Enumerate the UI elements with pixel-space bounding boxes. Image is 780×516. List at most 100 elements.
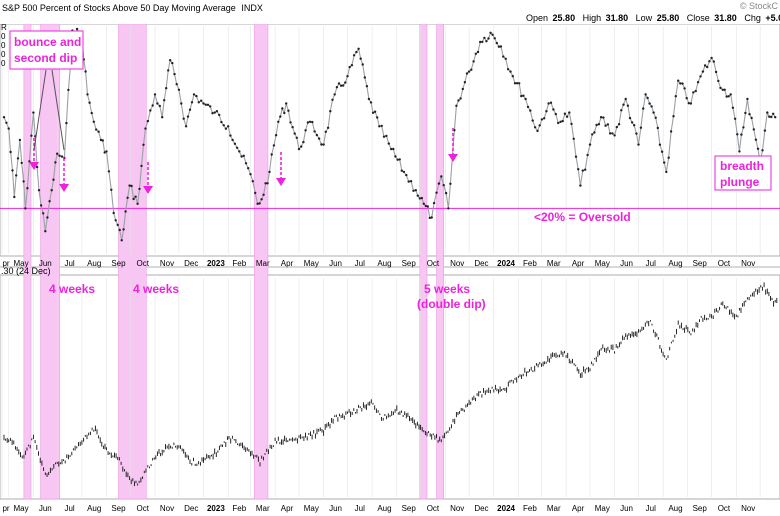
breadth-point — [136, 202, 139, 205]
breadth-point — [161, 116, 164, 119]
breadth-point — [120, 239, 123, 242]
weeks-note-3-line2: (double dip) — [417, 297, 486, 311]
breadth-point — [768, 115, 771, 118]
breadth-point — [128, 184, 131, 187]
breadth-point — [95, 128, 98, 131]
chg-value: +5.00 (+ — [765, 13, 780, 23]
x-tick-label: Oct — [427, 504, 440, 513]
breadth-point — [435, 191, 438, 194]
breadth-point — [504, 57, 507, 60]
breadth-point — [461, 87, 464, 91]
breadth-point — [422, 202, 425, 205]
x-tick-label: Feb — [232, 259, 246, 268]
breadth-point — [320, 143, 323, 146]
breadth-point — [584, 168, 587, 171]
breadth-point — [317, 137, 321, 140]
x-tick-label: Oct — [718, 259, 731, 268]
x-tick-label: Nov — [160, 259, 174, 268]
annotation-arrows — [29, 128, 458, 194]
breadth-point — [644, 93, 647, 96]
breadth-point — [84, 70, 87, 73]
breadth-point — [533, 126, 537, 129]
breadth-point — [455, 104, 458, 108]
breadth-point — [696, 81, 700, 84]
breadth-point — [390, 147, 393, 151]
breadth-point — [7, 127, 10, 130]
breadth-point — [549, 101, 553, 104]
breadth-point — [615, 125, 618, 129]
breadth-point — [736, 133, 739, 136]
breadth-point — [122, 228, 125, 231]
breadth-point — [173, 72, 176, 76]
x-tick-label: Jun — [329, 259, 342, 268]
breadth-point — [295, 136, 298, 139]
breadth-point — [650, 105, 653, 108]
breadth-point — [481, 40, 484, 44]
breadth-point — [672, 115, 675, 118]
breadth-point — [499, 45, 503, 48]
breadth-point — [738, 150, 741, 153]
breadth-point — [385, 134, 388, 138]
breadth-point — [520, 94, 523, 98]
breadth-point — [367, 97, 371, 101]
breadth-point — [663, 161, 666, 164]
breadth-point — [565, 115, 569, 118]
breadth-point — [97, 130, 100, 133]
breadth-point — [114, 219, 117, 222]
breadth-point — [56, 152, 59, 155]
weeks-note-3-line1: 5 weeks — [424, 282, 470, 296]
breadth-point — [394, 155, 397, 158]
x-tick-label: Feb — [523, 504, 537, 513]
axis-fragment: 0 — [1, 59, 6, 68]
breadth-point — [712, 60, 715, 63]
breadth-point — [126, 196, 129, 199]
breadth-point — [86, 93, 89, 96]
lower-panel-header: .30 (24 Dec) — [1, 266, 51, 276]
breadth-point — [346, 75, 349, 78]
breadth-point — [249, 173, 252, 176]
breadth-point — [326, 126, 330, 129]
breadth-point — [479, 40, 482, 44]
breadth-point — [447, 207, 450, 210]
x-tick-label: Apr — [281, 504, 294, 513]
bounce-callout-box — [9, 30, 84, 70]
breadth-point — [746, 97, 749, 101]
breadth-point — [304, 129, 307, 132]
breadth-point — [465, 72, 469, 75]
axis-fragment: R — [1, 23, 7, 32]
breadth-point — [287, 109, 290, 112]
breadth-point — [270, 153, 273, 156]
x-tick-label: Feb — [523, 259, 537, 268]
x-tick-label: Jul — [355, 259, 365, 268]
breadth-point — [635, 132, 638, 135]
breadth-point — [240, 155, 243, 158]
breadth-point — [302, 140, 305, 144]
breadth-point — [101, 139, 105, 142]
arrow-head — [448, 154, 458, 162]
x-tick-label: Mar — [256, 504, 270, 513]
x-tick-label: Jun — [620, 504, 633, 513]
breadth-point — [258, 202, 261, 205]
breadth-point — [770, 115, 773, 119]
breadth-point — [363, 76, 366, 79]
x-tick-label: Oct — [136, 504, 149, 513]
x-tick-label: Jul — [64, 259, 74, 268]
breadth-point — [146, 119, 150, 123]
breadth-point — [9, 150, 12, 154]
breadth-point — [37, 189, 41, 192]
x-tick-label: Jul — [64, 504, 74, 513]
x-tick-label: Aug — [87, 504, 101, 513]
breadth-point — [602, 116, 605, 119]
breadth-point — [522, 94, 525, 97]
breadth-point — [184, 125, 188, 128]
breadth-point — [190, 101, 194, 104]
breadth-point — [329, 110, 332, 113]
breadth-point — [277, 120, 280, 124]
breadth-point — [624, 97, 627, 101]
breadth-point — [572, 137, 575, 140]
x-tick-label: Nov — [160, 504, 174, 513]
breadth-point — [238, 150, 241, 153]
breadth-point — [493, 37, 496, 40]
open-value: 25.80 — [553, 13, 576, 23]
breadth-point — [485, 40, 488, 43]
